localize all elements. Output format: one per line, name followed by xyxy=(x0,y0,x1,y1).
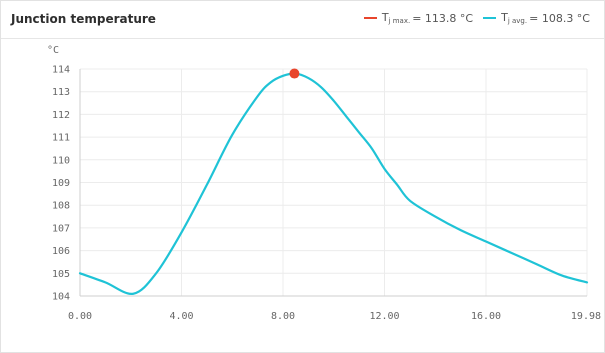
y-tick-label: 105 xyxy=(52,269,70,280)
legend-item-tj-max: Tj max. = 113.8 °C xyxy=(363,11,474,25)
y-tick-label: 109 xyxy=(52,178,70,189)
axis-layer: 104 105 106 107 108 109 110 111 112 113 114 0.00 4.0… xyxy=(52,65,604,323)
legend-swatch-tj-avg xyxy=(483,17,497,19)
y-tick-label: 113 xyxy=(52,87,70,98)
x-tick-label: 8.00 xyxy=(271,311,295,322)
x-tick-label: 12.00 xyxy=(369,311,399,322)
legend-swatch-tj-max xyxy=(363,17,377,19)
y-tick-label: 106 xyxy=(52,246,70,257)
legend-label-tj-max: Tj max. xyxy=(381,11,411,25)
y-tick-label: 107 xyxy=(52,223,70,234)
tj-max-marker xyxy=(289,68,300,79)
series-layer xyxy=(78,72,589,295)
legend-label-tj-avg: Tj avg. xyxy=(501,11,528,25)
series-line-tj-avg xyxy=(78,72,589,295)
x-tick-label: 19.98 ms xyxy=(571,311,604,322)
marker-layer xyxy=(289,68,300,79)
y-tick-label: 104 xyxy=(52,292,70,303)
legend-value-tj-avg: = 108.3 °C xyxy=(529,11,590,25)
y-tick-label: 108 xyxy=(52,201,70,212)
grid-layer xyxy=(79,68,588,297)
chart-legend: Tj max. = 113.8 °C Tj avg. = 108.3 °C xyxy=(354,11,590,25)
legend-item-tj-avg: Tj avg. = 108.3 °C xyxy=(483,11,590,25)
panel-title: Junction temperature xyxy=(11,12,156,26)
y-tick-label: 110 xyxy=(52,155,70,166)
x-tick-label: 4.00 xyxy=(169,311,193,322)
x-tick-label: 0.00 xyxy=(68,311,92,322)
y-tick-label: 112 xyxy=(52,110,70,121)
x-tick-label: 16.00 xyxy=(471,311,501,322)
y-tick-label: 111 xyxy=(52,133,70,144)
y-axis-unit-label: °C xyxy=(47,45,59,56)
panel-header: Junction temperature Tj max. = 113.8 °C … xyxy=(1,1,604,39)
legend-value-tj-max: = 113.8 °C xyxy=(412,11,474,25)
y-tick-label: 114 xyxy=(52,65,70,76)
